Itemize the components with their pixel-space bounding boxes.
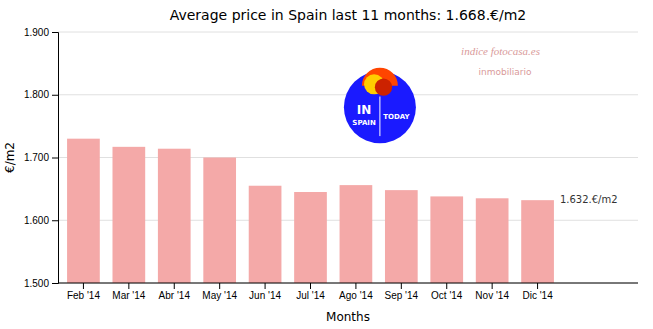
tick: Oct '14 — [431, 283, 463, 301]
annotation: 1.632.€/m2 — [560, 194, 618, 205]
tick-label: Abr '14 — [159, 290, 191, 301]
bar — [203, 158, 236, 284]
tick-label: Nov '14 — [475, 290, 509, 301]
tick-mark — [52, 283, 58, 284]
tick: Feb '14 — [67, 283, 100, 301]
tick-mark — [128, 283, 129, 289]
x-axis-title: Months — [326, 310, 370, 324]
logo-shape — [344, 71, 416, 143]
tick-label: 1.900 — [24, 27, 49, 38]
bar — [158, 149, 191, 283]
logo-text: TODAY — [383, 113, 410, 121]
tick: Mar '14 — [112, 283, 145, 301]
bar — [294, 192, 327, 283]
annotations: 1.632.€/m2 indice fotocasa.es inmobiliario… — [344, 45, 618, 206]
tick: 1.900 — [24, 27, 58, 38]
logo-shape — [379, 97, 380, 137]
tick-label: Jul '14 — [296, 290, 325, 301]
grid-line — [58, 32, 638, 33]
bar — [476, 198, 509, 283]
y-axis: 1.500 1.600 1.700 1.800 1.900 — [24, 27, 59, 289]
tick-label: Feb '14 — [67, 290, 100, 301]
bar — [340, 185, 373, 283]
tick-mark — [83, 283, 84, 289]
tick-mark — [537, 283, 538, 289]
tick-label: Sep '14 — [385, 290, 419, 301]
tick-mark — [265, 283, 266, 289]
tick-mark — [52, 220, 58, 221]
tick-mark — [401, 283, 402, 289]
tick: 1.800 — [24, 89, 58, 100]
logo-shape — [375, 79, 392, 96]
tick-mark — [446, 283, 447, 289]
tick-mark — [52, 95, 58, 96]
bars — [67, 139, 554, 283]
logo-text: IN — [357, 103, 372, 117]
tick-mark — [219, 283, 220, 289]
tick: 1.600 — [24, 215, 58, 226]
tick-label: 1.700 — [24, 152, 49, 163]
bar — [521, 200, 554, 283]
tick: Jun '14 — [249, 283, 281, 301]
tick-label: May '14 — [202, 290, 237, 301]
bar — [249, 186, 282, 283]
title: Average price in Spain last 11 months: 1… — [170, 7, 527, 23]
axis-line — [52, 33, 59, 284]
tick: 1.500 — [24, 278, 58, 289]
tick-label: Mar '14 — [112, 290, 145, 301]
tick-mark — [310, 283, 311, 289]
bar — [112, 147, 145, 283]
tick: Jul '14 — [296, 283, 325, 301]
bar — [67, 139, 100, 283]
tick: Dic '14 — [522, 283, 553, 301]
x-axis: Feb '14 Mar '14 Abr '14 May '14 Jun '14 Jul '… — [58, 283, 638, 301]
axis-line — [58, 283, 638, 284]
tick: May '14 — [202, 283, 237, 301]
tick-label: Ago '14 — [339, 290, 373, 301]
plot: Feb '14 Mar '14 Abr '14 May '14 Jun '14 Jul '… — [24, 27, 638, 301]
tick: Sep '14 — [385, 283, 419, 301]
chart: Feb '14 Mar '14 Abr '14 May '14 Jun '14 Jul '… — [0, 0, 653, 329]
watermark: indice fotocasa.es — [461, 45, 540, 57]
tick-label: 1.500 — [24, 278, 49, 289]
tick-label: Oct '14 — [431, 290, 463, 301]
grid — [58, 32, 638, 283]
tick: 1.700 — [24, 152, 58, 163]
logo-text: SPAIN — [352, 119, 376, 127]
y-axis-title: €/m2 — [3, 142, 17, 173]
tick-mark — [492, 283, 493, 289]
tick-mark — [355, 283, 356, 289]
bar — [385, 190, 418, 283]
tick: Ago '14 — [339, 283, 373, 301]
tick-label: 1.800 — [24, 89, 49, 100]
grid-line — [58, 283, 638, 284]
watermark: inmobiliario — [479, 67, 532, 77]
tick-mark — [52, 158, 58, 159]
logo: IN SPAIN TODAY — [344, 68, 416, 144]
tick-label: Dic '14 — [522, 290, 553, 301]
tick-label: 1.600 — [24, 215, 49, 226]
tick: Abr '14 — [159, 283, 191, 301]
bar — [430, 196, 463, 283]
tick-label: Jun '14 — [249, 290, 281, 301]
tick: Nov '14 — [475, 283, 509, 301]
tick-mark — [174, 283, 175, 289]
tick-mark — [52, 32, 58, 33]
